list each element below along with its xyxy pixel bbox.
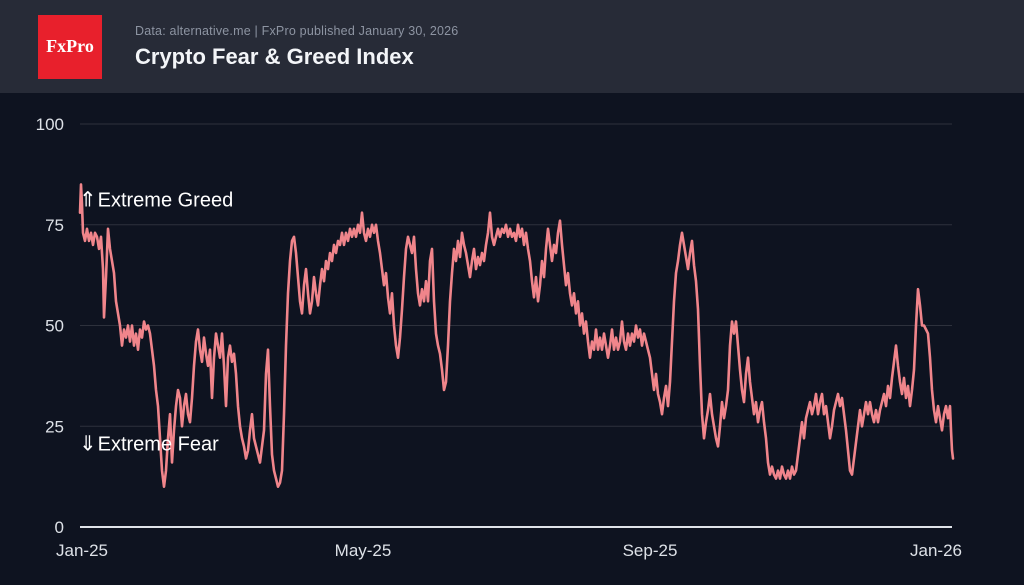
extreme-fear-label: Extreme Fear <box>97 433 219 456</box>
x-tick-label-May-25: May-25 <box>335 541 392 560</box>
y-tick-label-75: 75 <box>45 216 64 235</box>
fxpro-logo: FxPro <box>38 14 102 79</box>
header-text: Data: alternative.me | FxPro published J… <box>135 24 458 70</box>
extreme-greed-annotation: ⇑Extreme Greed <box>79 188 233 213</box>
y-tick-label-50: 50 <box>45 317 64 336</box>
y-tick-label-0: 0 <box>55 518 64 537</box>
fear-greed-chart: 0 25 50 75 100 Jan-25 May-25 Sep-25 Jan-26 ⇑Extr… <box>0 93 1024 585</box>
data-source-line: Data: alternative.me | FxPro published J… <box>135 23 459 38</box>
x-tick-label-Sep-25: Sep-25 <box>623 541 678 560</box>
y-tick-label-25: 25 <box>45 417 64 436</box>
double-up-arrow-icon: ⇑ <box>79 188 97 212</box>
double-down-arrow-icon: ⇓ <box>79 432 97 456</box>
fear-greed-series-line <box>78 183 955 489</box>
x-tick-label-Jan-26: Jan-26 <box>910 541 962 560</box>
extreme-fear-annotation: ⇓Extreme Fear <box>79 432 219 457</box>
chart-title: Crypto Fear & Greed Index <box>135 43 414 69</box>
extreme-greed-label: Extreme Greed <box>97 189 234 212</box>
line-plot: 0 25 50 75 100 Jan-25 May-25 Sep-25 Jan-26 <box>36 115 962 560</box>
x-tick-label-Jan-25: Jan-25 <box>56 541 108 560</box>
y-tick-label-100: 100 <box>36 115 64 134</box>
header: FxPro Data: alternative.me | FxPro publi… <box>0 0 1024 93</box>
